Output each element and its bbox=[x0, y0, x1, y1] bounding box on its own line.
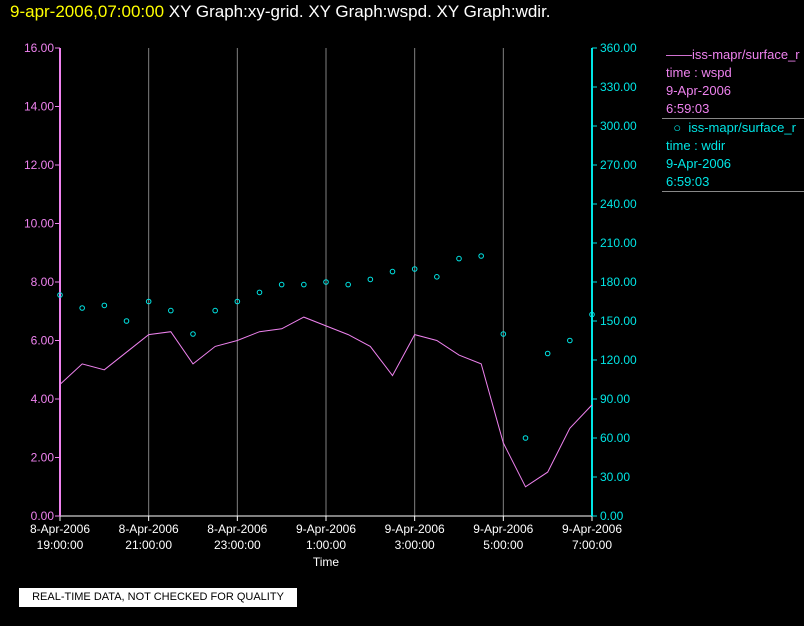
wdir-point bbox=[456, 255, 462, 262]
x-tick-time: 1:00:00 bbox=[306, 538, 346, 552]
legend-date-wdir: 9-Apr-2006 bbox=[666, 156, 732, 171]
wdir-point bbox=[57, 292, 63, 298]
wdir-point bbox=[79, 305, 85, 311]
y-left-tick-label: 0.00 bbox=[31, 509, 55, 523]
timestamp: 9-apr-2006,07:00:00 bbox=[10, 2, 165, 21]
y-right-tick-label: 330.00 bbox=[600, 80, 637, 94]
wdir-point bbox=[544, 350, 551, 357]
x-tick-date: 9-Apr-2006 bbox=[473, 522, 533, 536]
wdir-point bbox=[212, 307, 218, 314]
y-right-tick-label: 0.00 bbox=[600, 509, 624, 523]
wdir-point bbox=[500, 331, 507, 337]
wdir-point bbox=[145, 298, 152, 305]
y-right-tick-label: 300.00 bbox=[600, 119, 637, 133]
y-left-tick-label: 16.00 bbox=[24, 41, 54, 55]
legend: ——iss-mapr/surface_r time : wspd 9-Apr-2… bbox=[662, 46, 804, 192]
wdir-point bbox=[123, 318, 130, 324]
x-tick-time: 21:00:00 bbox=[125, 538, 172, 552]
legend-entry-wspd: ——iss-mapr/surface_r bbox=[662, 46, 804, 64]
x-tick-time: 3:00:00 bbox=[395, 538, 435, 552]
y-left-tick-label: 10.00 bbox=[24, 217, 54, 231]
y-left-tick-label: 8.00 bbox=[31, 275, 55, 289]
wdir-point bbox=[434, 274, 440, 280]
x-tick-date: 9-Apr-2006 bbox=[385, 522, 445, 536]
y-left-tick-label: 6.00 bbox=[31, 334, 55, 348]
wspd-series-line bbox=[59, 316, 593, 488]
y-left-tick-label: 2.00 bbox=[31, 451, 55, 465]
x-tick-time: 5:00:00 bbox=[483, 538, 523, 552]
legend-label-wspd: time : wspd bbox=[666, 65, 732, 80]
y-right-tick-label: 270.00 bbox=[600, 158, 637, 172]
x-tick-date: 9-Apr-2006 bbox=[562, 522, 622, 536]
y-left-tick-label: 12.00 bbox=[24, 158, 54, 172]
y-right-tick-label: 60.00 bbox=[600, 431, 630, 445]
y-right-tick-label: 90.00 bbox=[600, 392, 630, 406]
x-axis-label: Time bbox=[313, 555, 340, 569]
y-right-tick-label: 30.00 bbox=[600, 470, 630, 484]
wdir-point bbox=[301, 281, 307, 288]
wdir-point bbox=[190, 331, 196, 337]
y-right-tick-label: 240.00 bbox=[600, 197, 637, 211]
y-right-tick-label: 210.00 bbox=[600, 236, 637, 250]
y-left-tick-label: 14.00 bbox=[24, 100, 54, 114]
line-swatch-icon: —— bbox=[666, 47, 692, 62]
graph-names: XY Graph:xy-grid. XY Graph:wspd. XY Grap… bbox=[168, 2, 551, 21]
wdir-point bbox=[411, 266, 418, 272]
wdir-point bbox=[389, 268, 396, 275]
graph-title: 9-apr-2006,07:00:00 XY Graph:xy-grid. XY… bbox=[10, 2, 551, 22]
legend-date-wspd: 9-Apr-2006 bbox=[666, 83, 732, 98]
legend-series-wdir: iss-mapr/surface_r bbox=[688, 120, 796, 135]
x-tick-time: 19:00:00 bbox=[37, 538, 84, 552]
y-right-tick-label: 120.00 bbox=[600, 353, 637, 367]
wdir-point bbox=[234, 298, 241, 305]
wdir-point bbox=[367, 276, 374, 283]
x-tick-date: 9-Apr-2006 bbox=[296, 522, 356, 536]
wdir-point bbox=[168, 307, 174, 314]
wdir-point bbox=[567, 337, 573, 344]
circle-marker-icon: ○ bbox=[666, 120, 689, 135]
wdir-point bbox=[345, 281, 351, 288]
wdir-point bbox=[478, 253, 484, 259]
x-tick-time: 23:00:00 bbox=[214, 538, 261, 552]
wdir-point bbox=[589, 311, 595, 318]
y-right-tick-label: 180.00 bbox=[600, 275, 637, 289]
x-tick-date: 8-Apr-2006 bbox=[207, 522, 267, 536]
y-left-tick-label: 4.00 bbox=[31, 392, 55, 406]
wdir-point bbox=[101, 302, 108, 309]
legend-time-wdir: 6:59:03 bbox=[662, 173, 804, 192]
legend-series-wspd: iss-mapr/surface_r bbox=[692, 47, 800, 62]
legend-time-wspd: 6:59:03 bbox=[662, 100, 804, 119]
x-tick-date: 8-Apr-2006 bbox=[119, 522, 179, 536]
quality-notice: REAL-TIME DATA, NOT CHECKED FOR QUALITY bbox=[19, 588, 297, 607]
wdir-point bbox=[323, 279, 329, 285]
wdir-point bbox=[278, 281, 285, 288]
wdir-point bbox=[256, 289, 263, 296]
wdir-point bbox=[522, 435, 529, 441]
x-tick-date: 8-Apr-2006 bbox=[30, 522, 90, 536]
y-right-tick-label: 360.00 bbox=[600, 41, 637, 55]
y-right-tick-label: 150.00 bbox=[600, 314, 637, 328]
legend-entry-wdir: ○ iss-mapr/surface_r bbox=[662, 119, 804, 137]
x-tick-time: 7:00:00 bbox=[572, 538, 612, 552]
legend-label-wdir: time : wdir bbox=[666, 138, 726, 153]
